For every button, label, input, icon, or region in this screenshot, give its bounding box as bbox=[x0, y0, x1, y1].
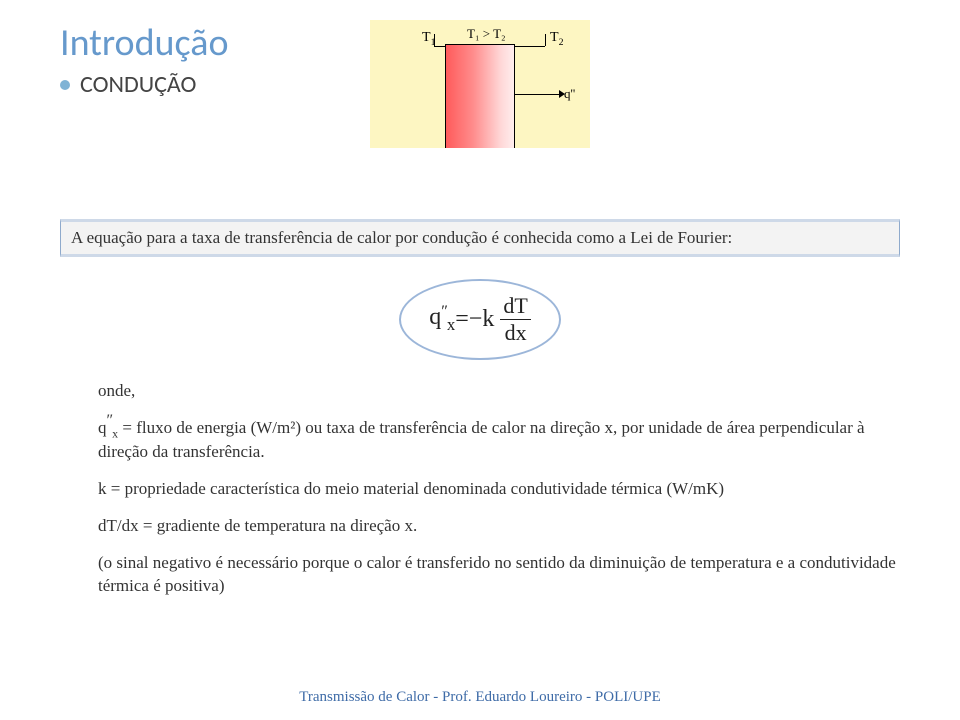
t1-probe-h bbox=[434, 46, 445, 47]
t2-probe-h bbox=[515, 46, 545, 47]
k-definition: k = propriedade característica do meio m… bbox=[60, 478, 900, 501]
q-label: q'' bbox=[564, 86, 575, 102]
t2-subscript: 2 bbox=[559, 37, 564, 48]
law-statement-box: A equação para a taxa de transferência d… bbox=[60, 219, 900, 257]
sign-note: (o sinal negativo é necessário porque o … bbox=[60, 552, 900, 598]
heat-arrow-line bbox=[515, 94, 561, 95]
formula-container: q″x = −k dT dx bbox=[60, 279, 900, 360]
footer: Transmissão de Calor - Prof. Eduardo Lou… bbox=[0, 689, 960, 706]
flux-q: q″x bbox=[98, 418, 118, 437]
t2-probe-v bbox=[545, 34, 546, 46]
t2-label: T2 bbox=[550, 30, 563, 48]
bullet-icon bbox=[60, 80, 70, 90]
slab bbox=[445, 44, 515, 148]
formula-lhs: q″x bbox=[429, 304, 455, 335]
onde-label: onde, bbox=[60, 380, 900, 403]
t1-subscript: 1 bbox=[431, 37, 436, 48]
t1-label: T1 bbox=[422, 30, 435, 48]
formula-sub: x bbox=[447, 315, 455, 334]
t1-text: T bbox=[422, 30, 431, 45]
t2-text: T bbox=[550, 30, 559, 45]
dtdx-definition: dT/dx = gradiente de temperatura na dire… bbox=[60, 515, 900, 538]
slide: Introdução CONDUÇÃO T1 T2 T₁ > T₂ q'' A … bbox=[0, 0, 960, 720]
formula-den: dx bbox=[505, 320, 527, 344]
flux-rest: = fluxo de energia (W/m²) ou taxa de tra… bbox=[98, 418, 865, 461]
t1-gt-t2-label: T₁ > T₂ bbox=[467, 26, 506, 42]
formula-q: q bbox=[429, 304, 441, 330]
formula-fraction: dT dx bbox=[500, 295, 530, 344]
flux-prime: ″ bbox=[107, 412, 113, 429]
formula-minus-k: −k bbox=[469, 306, 495, 333]
flux-q-sym: q bbox=[98, 418, 107, 437]
formula-prime: ″ bbox=[441, 303, 447, 320]
flux-definition: q″x = fluxo de energia (W/m²) ou taxa de… bbox=[60, 417, 900, 464]
formula-num: dT bbox=[500, 295, 530, 320]
conduction-diagram: T1 T2 T₁ > T₂ q'' bbox=[370, 20, 590, 150]
fourier-formula: q″x = −k dT dx bbox=[399, 279, 561, 360]
subtitle: CONDUÇÃO bbox=[80, 70, 196, 99]
body-text: onde, q″x = fluxo de energia (W/m²) ou t… bbox=[60, 380, 900, 598]
formula-eq: = bbox=[455, 306, 469, 333]
